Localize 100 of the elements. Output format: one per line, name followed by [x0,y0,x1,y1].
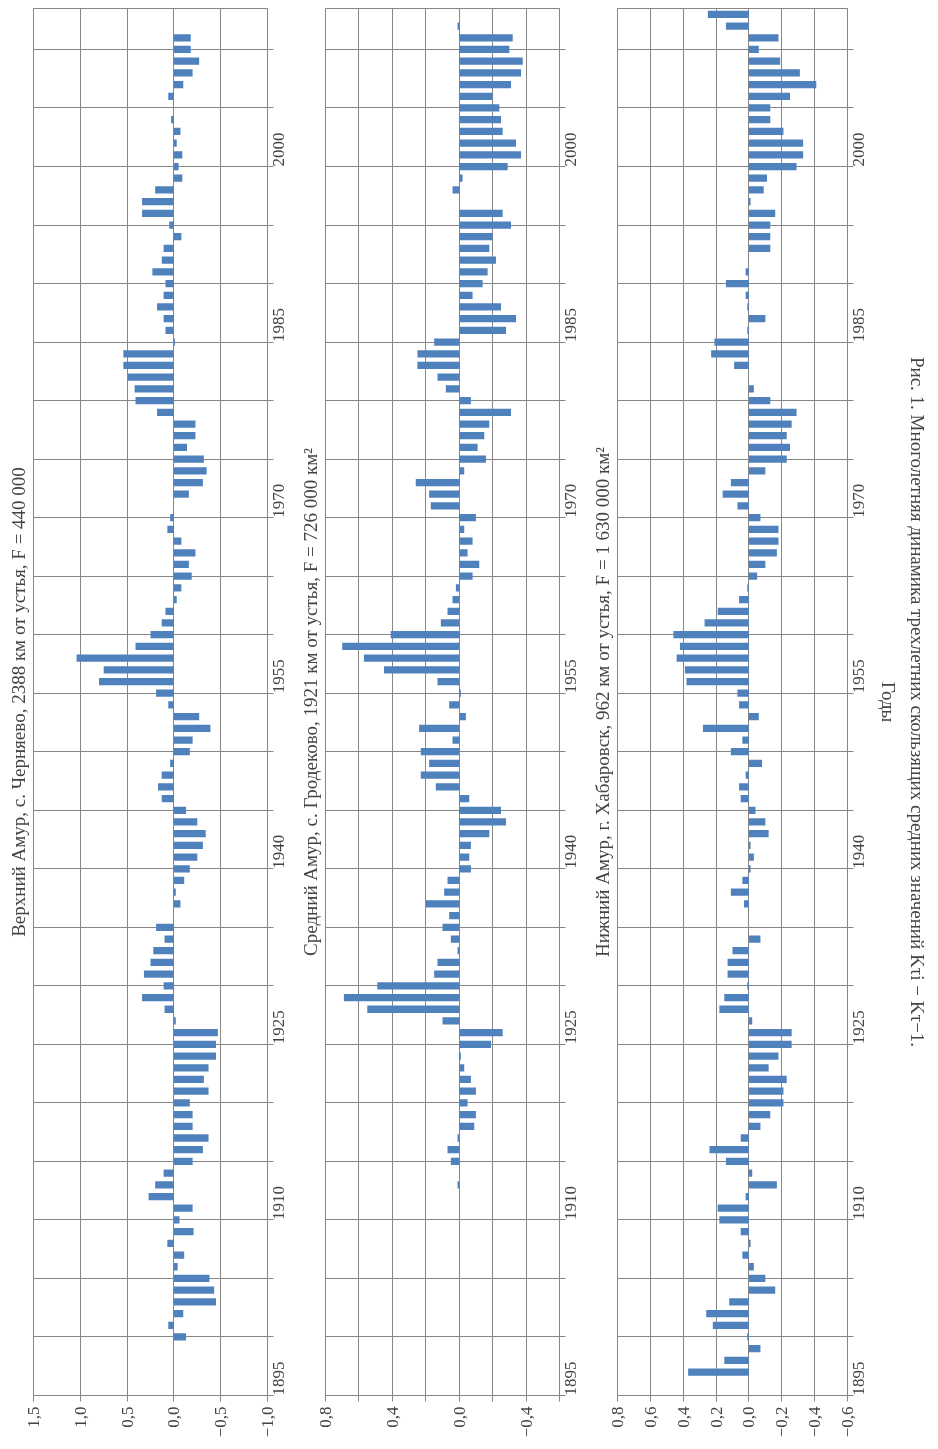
bar [152,268,174,276]
bar [165,279,174,288]
bar [128,373,174,381]
bar [173,478,203,487]
y-tick-label: 1910 [269,1185,288,1220]
bar [714,338,749,346]
bar [142,198,174,206]
bar [725,22,749,30]
bar [459,326,507,335]
bar [459,443,478,452]
bar [459,806,501,814]
bar [748,104,771,112]
bar [173,455,204,463]
y-tick-label: 1940 [269,834,288,869]
bar [168,1321,174,1329]
bar [748,139,804,147]
bar [447,876,460,885]
bar [748,80,817,89]
bar [173,1134,209,1142]
bar [173,34,191,42]
bar [748,818,766,826]
bar [173,1309,184,1318]
bar [748,116,771,124]
bar [459,455,486,463]
x-tick-label: 0,0 [449,1406,469,1428]
bar [706,1309,749,1318]
bar [173,490,189,498]
bar [155,1181,174,1189]
bar [173,1040,217,1048]
bar [459,80,512,89]
bar [459,139,517,147]
bar [459,1122,475,1130]
bar [459,279,483,288]
bar [459,233,493,241]
bar [748,549,777,557]
bar [459,57,523,65]
bar [384,666,460,674]
bar [367,1005,460,1013]
bar [734,361,749,370]
bar [740,794,749,803]
bar [748,853,754,861]
bar [173,537,182,545]
bar [342,642,460,651]
x-tick-label: 0,6 [640,1406,660,1428]
bar [676,654,749,662]
bar [748,537,779,545]
bar [437,677,460,686]
bar [459,34,513,42]
x-tick-label: 0,8 [608,1406,627,1428]
bar [156,923,174,931]
bar [748,315,766,323]
bar [419,724,460,732]
bar [459,420,490,428]
x-tick-label: 0,4 [382,1406,402,1428]
text: Средний Амур, с. Гродеково, 1921 км от устья, F = 726 000 км² [299,447,321,956]
bar [459,549,468,557]
bar [459,244,490,253]
y-tick-label: 1955 [561,659,580,694]
bar [173,1157,193,1166]
bar [440,619,460,627]
bar [748,1169,753,1177]
bar [748,174,767,182]
bar [447,1146,460,1154]
bar [459,794,470,803]
bar [452,186,460,194]
bar [739,783,749,791]
bar [725,1157,749,1166]
bar [748,1029,792,1037]
x-tick-label: 0,8 [316,1406,335,1428]
bar [459,209,503,217]
bar [748,1099,784,1107]
bar [459,713,466,721]
x-tick-label: −0,5 [211,1406,231,1438]
bar [459,162,508,171]
bar [742,1251,749,1259]
bar [730,888,749,896]
x-tick-label: 0,0 [739,1406,759,1428]
bar [748,1064,769,1072]
bar [173,1029,218,1037]
bar [157,303,174,311]
bar [169,221,174,229]
bar [748,1052,779,1060]
bar [445,385,460,393]
bar [173,1110,193,1119]
bar [173,1122,193,1130]
bar [748,1040,792,1048]
bar [748,151,804,159]
bar [170,759,174,768]
bar [459,92,493,100]
bar [688,1368,749,1376]
bar [748,244,771,253]
bar [459,104,500,112]
bar [163,315,174,323]
bar [163,1169,174,1177]
x-tick-label: −0,4 [805,1406,825,1438]
bar [434,338,460,346]
bar [103,666,174,674]
bar [173,818,198,826]
bar [748,221,771,229]
y-tick-label: 1970 [269,483,288,518]
